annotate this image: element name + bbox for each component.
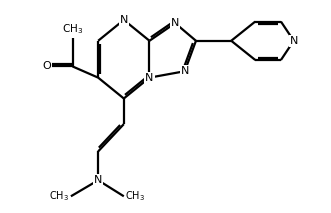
Text: O: O (42, 61, 51, 71)
Text: N: N (145, 73, 154, 83)
Text: N: N (171, 18, 179, 28)
Text: N: N (180, 66, 189, 76)
Text: N: N (94, 175, 102, 185)
Text: CH$_3$: CH$_3$ (125, 189, 145, 203)
Text: CH$_3$: CH$_3$ (62, 22, 83, 36)
Text: CH$_3$: CH$_3$ (49, 189, 69, 203)
Text: N: N (290, 36, 298, 46)
Text: N: N (119, 15, 128, 25)
